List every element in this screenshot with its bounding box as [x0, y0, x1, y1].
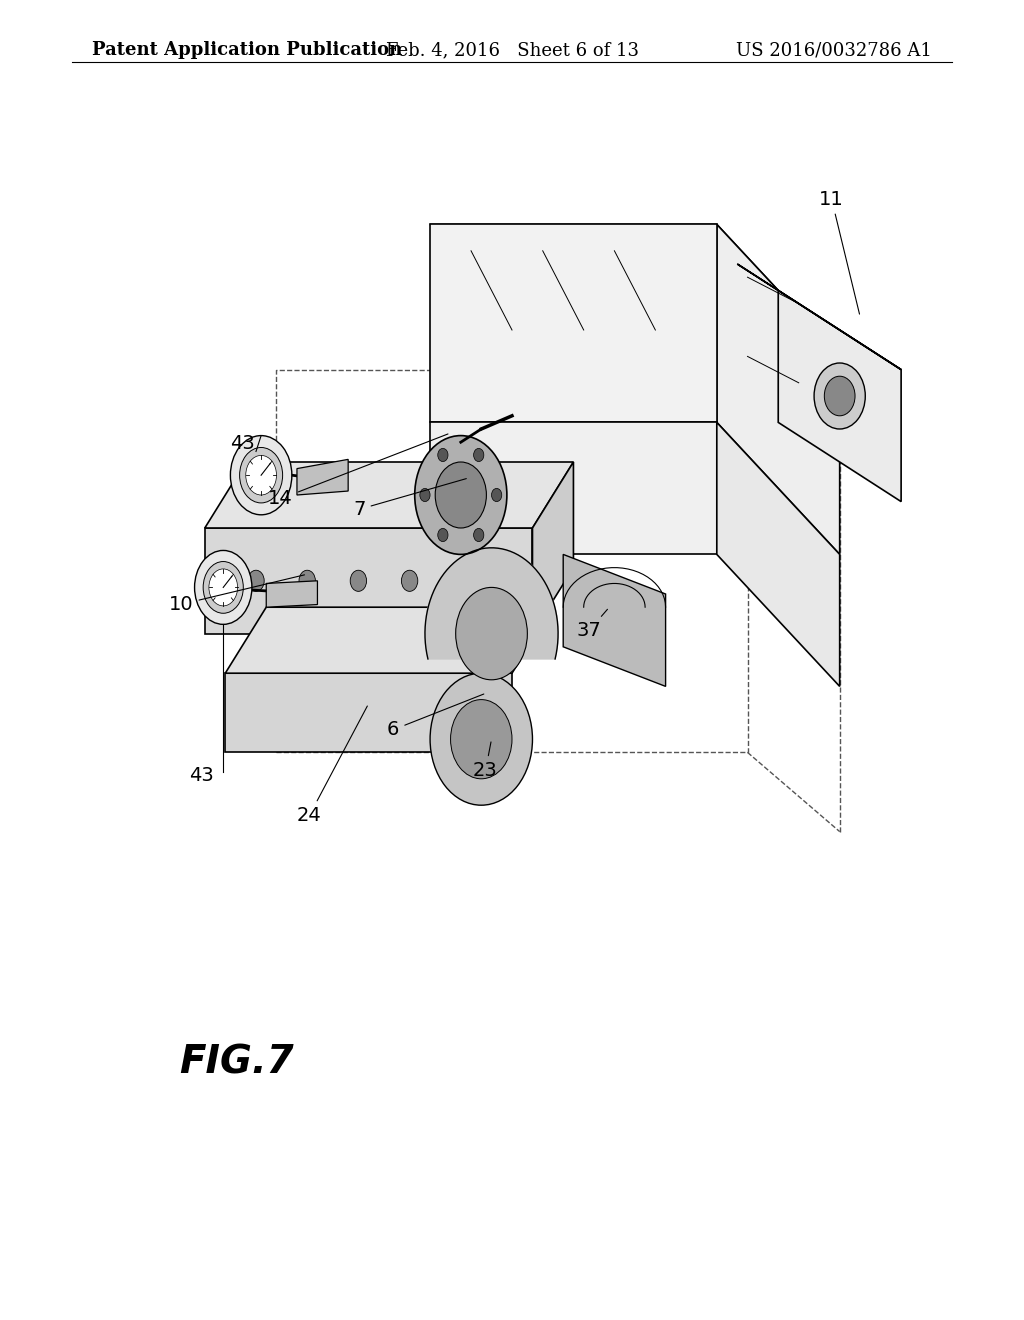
Circle shape: [203, 561, 244, 614]
Circle shape: [240, 447, 283, 503]
Text: 43: 43: [230, 434, 255, 453]
Circle shape: [453, 570, 469, 591]
Circle shape: [415, 436, 507, 554]
Text: FIG.7: FIG.7: [179, 1044, 294, 1081]
Text: 11: 11: [819, 190, 859, 314]
Polygon shape: [425, 548, 558, 659]
Circle shape: [814, 363, 865, 429]
Text: 10: 10: [169, 574, 304, 614]
Polygon shape: [563, 554, 666, 686]
Circle shape: [435, 462, 486, 528]
Circle shape: [195, 550, 252, 624]
Circle shape: [456, 587, 527, 680]
Polygon shape: [737, 264, 901, 370]
Circle shape: [420, 488, 430, 502]
Circle shape: [438, 528, 449, 541]
Polygon shape: [430, 224, 840, 356]
Polygon shape: [225, 607, 553, 673]
Text: 6: 6: [387, 694, 483, 739]
Circle shape: [451, 700, 512, 779]
Text: 37: 37: [577, 610, 607, 640]
Polygon shape: [717, 224, 840, 554]
Text: US 2016/0032786 A1: US 2016/0032786 A1: [736, 41, 932, 59]
Polygon shape: [430, 422, 717, 554]
Polygon shape: [297, 459, 348, 495]
Polygon shape: [717, 422, 840, 686]
Circle shape: [473, 449, 484, 462]
Circle shape: [209, 569, 238, 606]
Circle shape: [350, 570, 367, 591]
Circle shape: [246, 455, 276, 495]
Circle shape: [299, 570, 315, 591]
Text: 14: 14: [268, 434, 447, 508]
Text: Patent Application Publication: Patent Application Publication: [92, 41, 402, 59]
Text: 23: 23: [473, 742, 498, 780]
Circle shape: [824, 376, 855, 416]
Polygon shape: [225, 673, 512, 752]
Circle shape: [430, 673, 532, 805]
Text: 24: 24: [297, 706, 368, 825]
Polygon shape: [430, 224, 717, 422]
Circle shape: [492, 488, 502, 502]
Polygon shape: [266, 581, 317, 607]
Circle shape: [473, 528, 484, 541]
Text: 7: 7: [353, 479, 466, 519]
Circle shape: [248, 570, 264, 591]
Polygon shape: [205, 462, 573, 528]
Polygon shape: [205, 528, 532, 634]
Circle shape: [230, 436, 292, 515]
Circle shape: [504, 570, 520, 591]
Text: Feb. 4, 2016   Sheet 6 of 13: Feb. 4, 2016 Sheet 6 of 13: [385, 41, 639, 59]
Polygon shape: [778, 290, 901, 502]
Text: 43: 43: [189, 767, 214, 785]
Circle shape: [401, 570, 418, 591]
Circle shape: [438, 449, 449, 462]
Polygon shape: [532, 462, 573, 634]
